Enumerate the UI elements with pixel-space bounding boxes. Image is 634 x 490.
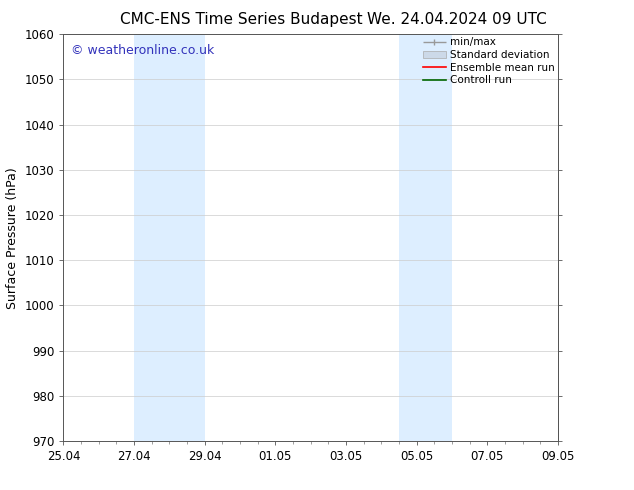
Bar [134, 34, 205, 441]
Y-axis label: Surface Pressure (hPa): Surface Pressure (hPa) [6, 167, 19, 309]
Text: CMC-ENS Time Series Budapest: CMC-ENS Time Series Budapest [120, 12, 362, 27]
Text: © weatheronline.co.uk: © weatheronline.co.uk [71, 45, 214, 57]
Legend: min/max, Standard deviation, Ensemble mean run, Controll run: min/max, Standard deviation, Ensemble me… [423, 37, 555, 85]
Text: We. 24.04.2024 09 UTC: We. 24.04.2024 09 UTC [366, 12, 547, 27]
Bar [399, 34, 452, 441]
